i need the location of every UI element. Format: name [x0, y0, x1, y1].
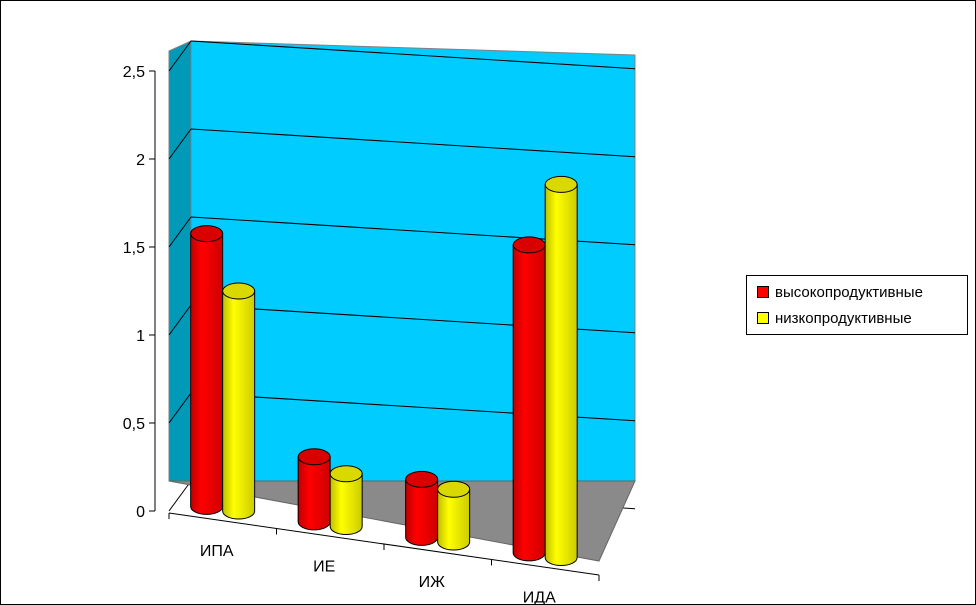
y-tick-label: 1 — [136, 328, 145, 345]
y-tick-label: 0 — [136, 504, 145, 521]
bar-top-1-4 — [512, 236, 546, 254]
bar-top-1-2 — [297, 448, 331, 466]
legend-swatch-series-1 — [757, 286, 769, 298]
gridline — [190, 40, 636, 70]
y-tick-label: 0,5 — [123, 416, 145, 433]
bar-top-2-4 — [544, 175, 578, 193]
gridline — [168, 480, 192, 512]
gridline — [190, 128, 636, 158]
bar-1-2 — [297, 456, 331, 531]
bar-2-2 — [329, 473, 363, 536]
bar-top-2-2 — [329, 465, 363, 483]
x-tick-label: ИПА — [200, 543, 234, 560]
legend-item: низкопродуктивные — [757, 308, 912, 328]
legend-label-series-2: низкопродуктивные — [775, 309, 912, 327]
side-wall — [168, 40, 192, 482]
y-tick-label: 2,5 — [123, 64, 145, 81]
legend-swatch-series-2 — [757, 312, 769, 324]
x-tick-label: ИДА — [523, 589, 556, 605]
chart-legend: высокопродуктивные низкопродуктивные — [746, 275, 968, 335]
bar-top-1-1 — [190, 225, 224, 243]
bar-2-4 — [544, 183, 578, 567]
legend-label-series-1: высокопродуктивные — [775, 283, 923, 301]
bar-1-1 — [190, 233, 224, 515]
bar-top-1-3 — [405, 470, 439, 488]
x-tick-label: ИЕ — [313, 558, 335, 575]
gridline — [168, 40, 192, 72]
x-tick-label: ИЖ — [419, 574, 446, 591]
y-tick-label: 2 — [136, 152, 145, 169]
bar-2-1 — [222, 290, 256, 520]
bar-1-3 — [405, 478, 439, 546]
bar-1-4 — [512, 244, 546, 562]
gridline — [168, 392, 192, 424]
bar-top-2-1 — [222, 282, 256, 300]
gridline — [168, 128, 192, 160]
y-tick-label: 1,5 — [123, 240, 145, 257]
bar-top-2-3 — [437, 480, 471, 498]
gridline — [168, 304, 192, 336]
bar-2-3 — [437, 488, 471, 551]
gridline — [168, 216, 192, 248]
legend-item: высокопродуктивные — [757, 282, 923, 302]
